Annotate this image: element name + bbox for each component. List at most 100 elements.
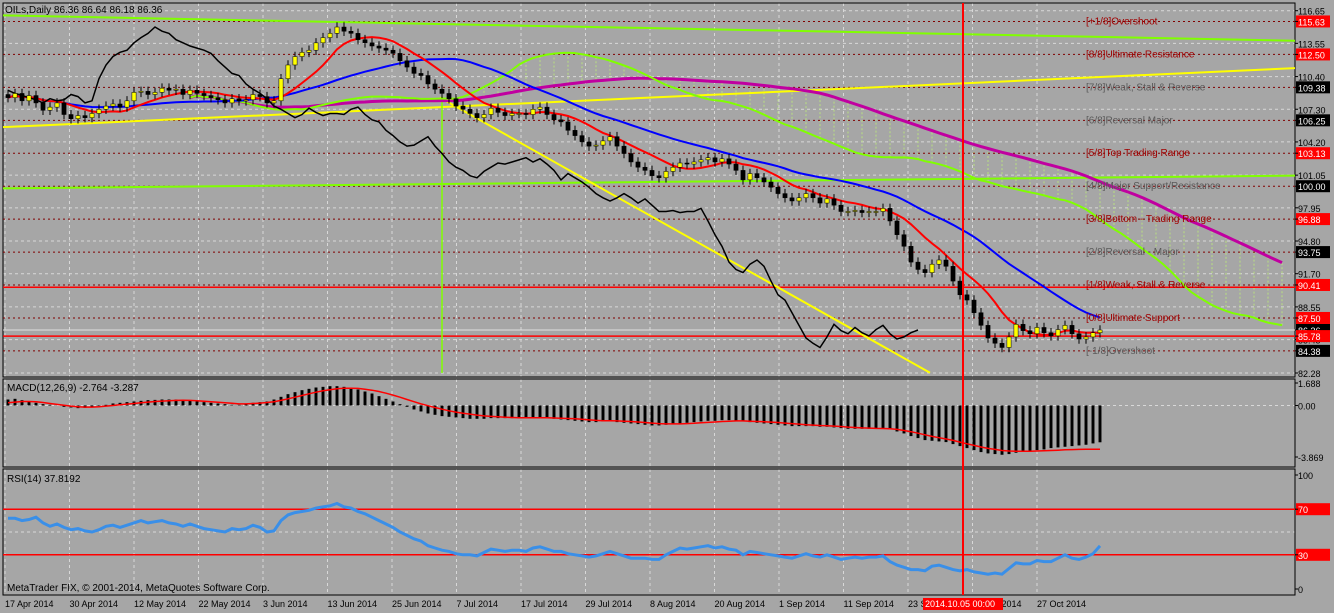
x-tick-label: 17 Jul 2014	[521, 599, 568, 609]
x-tick-label: 7 Jul 2014	[457, 599, 499, 609]
candle-body	[187, 90, 193, 95]
y-tick-label: 107.30	[1298, 105, 1326, 115]
murrey-price-tag-bg	[1296, 147, 1330, 160]
x-tick-label: 20 Aug 2014	[715, 599, 766, 609]
candle-body	[894, 220, 900, 235]
candle-body	[376, 45, 382, 49]
x-tick-label: 11 Sep 2014	[844, 599, 894, 609]
senkou-a-line	[189, 51, 1283, 327]
candle-body	[824, 198, 830, 204]
murrey-price-tag: 109.38	[1298, 83, 1326, 93]
murrey-price-tag: 87.50	[1298, 314, 1321, 324]
candle-body	[26, 95, 32, 102]
candle-body	[474, 113, 480, 118]
candle-body	[1090, 332, 1096, 338]
candle-body	[1083, 336, 1089, 340]
candle-body	[362, 39, 368, 44]
murrey-price-tag-bg	[1296, 180, 1330, 193]
candle-body	[656, 175, 662, 179]
rsi-level-tag-bg	[1296, 548, 1330, 561]
candle-body	[817, 197, 823, 204]
x-tick-label: 3 Jun 2014	[263, 599, 308, 609]
candle-body	[19, 93, 25, 102]
candle-body	[684, 162, 690, 165]
murrey-price-tag-bg	[1296, 114, 1330, 127]
candle-body	[418, 73, 424, 76]
candle-body	[229, 98, 235, 104]
candle-body	[614, 136, 620, 147]
candle-body	[1097, 329, 1103, 333]
candle-body	[460, 105, 466, 110]
candle-body	[446, 93, 452, 99]
candle-body	[82, 115, 88, 118]
rsi-panel: RSI(14) 37.8192 MetaTrader FIX, © 2001-2…	[2, 468, 1296, 596]
candle-body	[1076, 333, 1082, 340]
x-tick-label: 25 Jun 2014	[392, 599, 442, 609]
candle-body	[537, 106, 543, 110]
candle-body	[208, 95, 214, 98]
candle-body	[936, 259, 942, 265]
candle-body	[880, 208, 886, 212]
candle-body	[607, 136, 613, 142]
candle-body	[530, 109, 536, 115]
candle-body	[110, 103, 116, 107]
murrey-level-label: [0/8]Ultimate Support	[1086, 313, 1180, 324]
murrey-level-label: [1/8]Weak, Stall & Reverse	[1086, 280, 1206, 291]
chikou-line	[7, 26, 919, 349]
murrey-level-label: [5/8]Top Trading Range	[1086, 148, 1190, 159]
x-tick-label: 30 Apr 2014	[70, 599, 119, 609]
candle-body	[705, 157, 711, 161]
x-tick-label: 12 May 2014	[134, 599, 186, 609]
candle-body	[1013, 324, 1019, 338]
candle-body	[768, 181, 774, 188]
indicator-overlays	[2, 14, 1296, 374]
murrey-price-tag: 96.88	[1298, 215, 1321, 225]
candle-body	[54, 102, 60, 108]
x-tick-label: 27 Oct 2014	[1037, 599, 1086, 609]
candle-body	[397, 53, 403, 62]
macd-histogram	[6, 386, 1102, 455]
price-panel-frame	[2, 2, 1296, 378]
kijun-line	[7, 57, 1101, 319]
candle-body	[411, 66, 417, 74]
cursor-date-bg	[923, 598, 1003, 610]
y-tick-label: 88.55	[1298, 303, 1321, 313]
murrey-levels	[3, 20, 1295, 352]
yellow-trendline	[439, 96, 931, 374]
candle-body	[803, 193, 809, 199]
candle-body	[754, 173, 760, 179]
candle-body	[691, 161, 697, 165]
candle-body	[621, 145, 627, 154]
candle-body	[663, 171, 669, 179]
murrey-price-tag-bg	[1296, 311, 1330, 324]
candle-body	[544, 106, 550, 115]
candle-body	[838, 204, 844, 212]
candle-body	[915, 261, 921, 270]
murrey-price-tag: 106.25	[1298, 116, 1326, 126]
candle-body	[796, 197, 802, 202]
candle-body	[390, 49, 396, 54]
x-tick-label: 13 Jun 2014	[328, 599, 378, 609]
candle-body	[432, 83, 438, 90]
candle-body	[96, 109, 102, 114]
candle-body	[789, 197, 795, 202]
candle-body	[719, 158, 725, 163]
candle-body	[733, 163, 739, 171]
y-tick-label: 94.80	[1298, 237, 1321, 247]
candle-body	[502, 112, 508, 116]
candle-body	[810, 193, 816, 199]
rsi-level-tag: 70	[1298, 505, 1308, 515]
candle-body	[551, 114, 557, 121]
candle-body	[348, 30, 354, 34]
candle-body	[5, 94, 11, 98]
macd-panel-frame	[2, 378, 1296, 468]
cursor-line[interactable]: 2014.10.05 00:00	[923, 3, 1003, 610]
murrey-price-tag-bg	[1296, 48, 1330, 61]
murrey-level-label: [3/8]Bottom - Trading Range	[1086, 214, 1212, 225]
candle-body	[481, 114, 487, 118]
candle-body	[1020, 324, 1026, 331]
candle-body	[271, 100, 277, 104]
murrey-level-label: [6/8]Reversal Major	[1086, 115, 1173, 126]
candle-body	[845, 211, 851, 213]
